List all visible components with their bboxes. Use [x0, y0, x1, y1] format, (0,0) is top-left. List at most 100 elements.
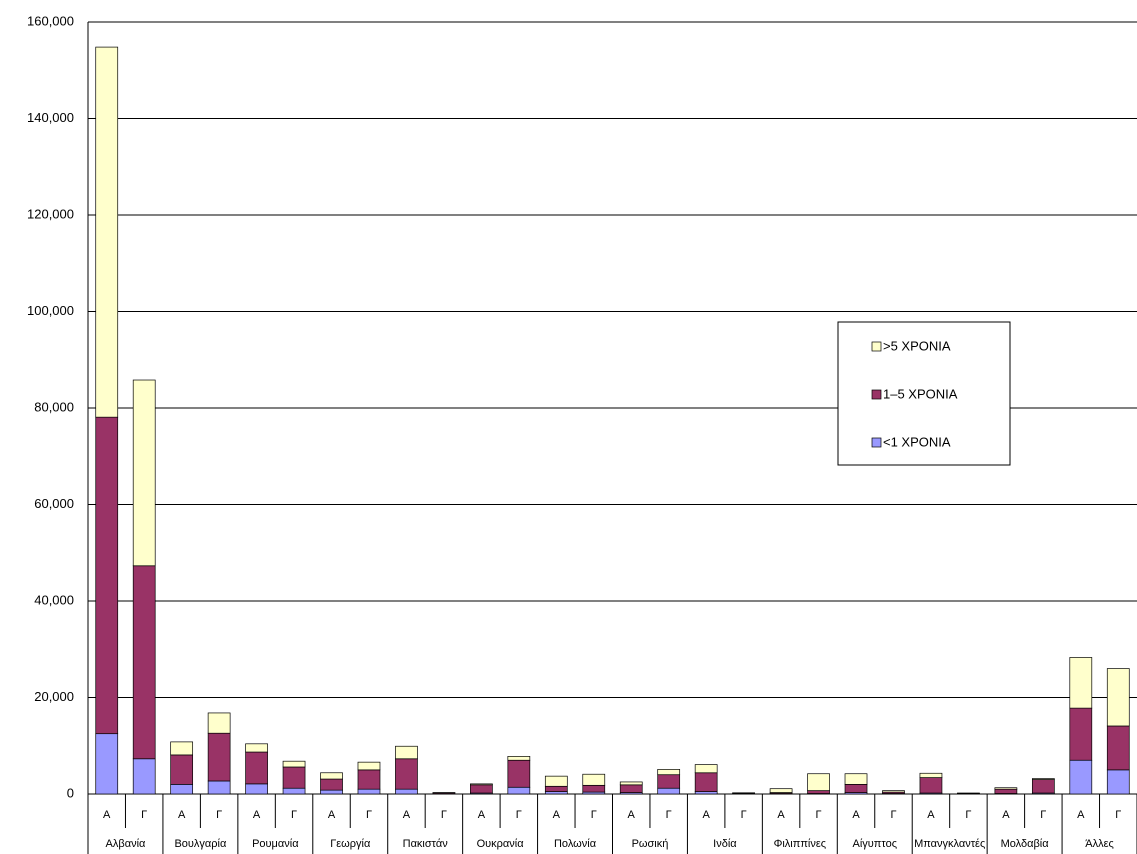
y-tick-label: 0 — [67, 785, 74, 800]
bar-segment — [544, 775, 568, 787]
bar-segment — [245, 783, 268, 795]
bar-segment — [807, 773, 830, 791]
bar-segment — [1106, 725, 1130, 771]
x-group-label: Άλλες — [1085, 838, 1114, 850]
bar-segment — [769, 788, 793, 793]
x-tick-label: Γ — [516, 809, 522, 821]
x-tick-label: Γ — [216, 809, 222, 821]
legend-swatch — [871, 389, 882, 400]
y-tick-label: 120,000 — [27, 206, 74, 221]
bar-segment — [245, 743, 268, 753]
bar-segment — [1031, 778, 1055, 780]
bar-segment — [207, 712, 231, 734]
x-tick-label: Γ — [816, 809, 822, 821]
y-tick-label: 60,000 — [34, 496, 74, 511]
bar-segment — [807, 790, 830, 794]
x-group-label: Πολωνία — [554, 838, 597, 850]
bar-segment — [282, 766, 306, 789]
legend-swatch — [871, 341, 882, 352]
bar-segment — [245, 751, 268, 785]
bar-segment — [1069, 759, 1093, 795]
bar-segment — [207, 780, 231, 795]
bar-segment — [357, 769, 381, 790]
x-tick-label: Α — [328, 809, 336, 821]
x-group-label: Μολδαβία — [1001, 838, 1050, 850]
bar-segment — [95, 416, 119, 735]
legend-label: 1–5 ΧΡΟΝΙΑ — [883, 386, 958, 401]
bar-segment — [357, 788, 381, 795]
legend-label: >5 ΧΡΟΝΙΑ — [883, 338, 951, 353]
x-group-label: Αίγυπτος — [853, 838, 898, 850]
x-tick-label: Γ — [965, 809, 971, 821]
bar-segment — [1069, 707, 1093, 761]
x-tick-label: Γ — [366, 809, 372, 821]
bar-segment — [1031, 779, 1055, 794]
bar-segment — [95, 46, 119, 418]
x-group-label: Πακιστάν — [403, 838, 449, 850]
legend-label: <1 ΧΡΟΝΙΑ — [883, 434, 951, 449]
x-group-label: Φιλιππίνες — [774, 838, 827, 850]
bar-segment — [132, 565, 156, 760]
x-group-label: Ινδία — [713, 838, 737, 850]
bar-segment — [882, 790, 905, 793]
bar-segment — [694, 791, 718, 795]
x-tick-label: Α — [628, 809, 636, 821]
bar-segment — [844, 773, 868, 785]
x-tick-label: Α — [852, 809, 860, 821]
bar-segment — [507, 786, 531, 795]
y-tick-label: 20,000 — [34, 689, 74, 704]
bar-segment — [395, 745, 418, 760]
x-group-label: Αλβανία — [106, 838, 146, 850]
x-tick-label: Α — [253, 809, 261, 821]
bar-segment — [507, 759, 531, 788]
bar-segment — [582, 784, 606, 793]
y-tick-label: 80,000 — [34, 399, 74, 414]
bar-segment — [994, 787, 1018, 790]
x-tick-label: Α — [478, 809, 486, 821]
bar-segment — [470, 784, 493, 794]
y-tick-label: 160,000 — [27, 13, 74, 28]
bar-segment — [357, 761, 381, 771]
bar-segment — [1106, 668, 1130, 727]
x-group-label: Ρουμανία — [252, 838, 299, 850]
bar-segment — [170, 754, 194, 785]
bar-segment — [619, 784, 643, 793]
x-tick-label: Α — [927, 809, 935, 821]
bar-segment — [657, 769, 681, 776]
x-group-label: Ουκρανία — [477, 838, 525, 850]
x-group-label: Μπανγκλαντές — [914, 838, 985, 850]
x-tick-label: Γ — [591, 809, 597, 821]
bar-segment — [844, 783, 868, 793]
x-group-label: Ρωσική — [632, 838, 669, 850]
bar-segment — [1106, 769, 1130, 795]
y-tick-label: 140,000 — [27, 110, 74, 125]
x-tick-label: Α — [553, 809, 561, 821]
bar-segment — [170, 741, 194, 756]
bar-segment — [282, 760, 306, 768]
bar-segment — [994, 788, 1018, 794]
y-tick-label: 40,000 — [34, 592, 74, 607]
x-tick-label: Γ — [1040, 809, 1046, 821]
x-group-label: Γεωργία — [330, 838, 371, 850]
bar-segment — [619, 781, 643, 786]
bar-segment — [282, 787, 306, 795]
bar-segment — [132, 379, 156, 567]
bar-segment — [582, 773, 606, 786]
x-tick-label: Α — [1077, 809, 1085, 821]
x-tick-label: Γ — [890, 809, 896, 821]
y-tick-label: 100,000 — [27, 303, 74, 318]
bar-segment — [694, 772, 718, 792]
x-tick-label: Α — [777, 809, 785, 821]
bar-segment — [657, 774, 681, 789]
bar-segment — [694, 764, 718, 774]
bar-segment — [395, 758, 418, 790]
bar-segment — [132, 758, 156, 795]
bar-segment — [470, 783, 493, 786]
x-tick-label: Γ — [441, 809, 447, 821]
bar-segment — [95, 733, 119, 795]
x-tick-label: Γ — [291, 809, 297, 821]
bar-segment — [320, 789, 343, 795]
x-tick-label: Γ — [741, 809, 747, 821]
bar-segment — [207, 732, 231, 782]
